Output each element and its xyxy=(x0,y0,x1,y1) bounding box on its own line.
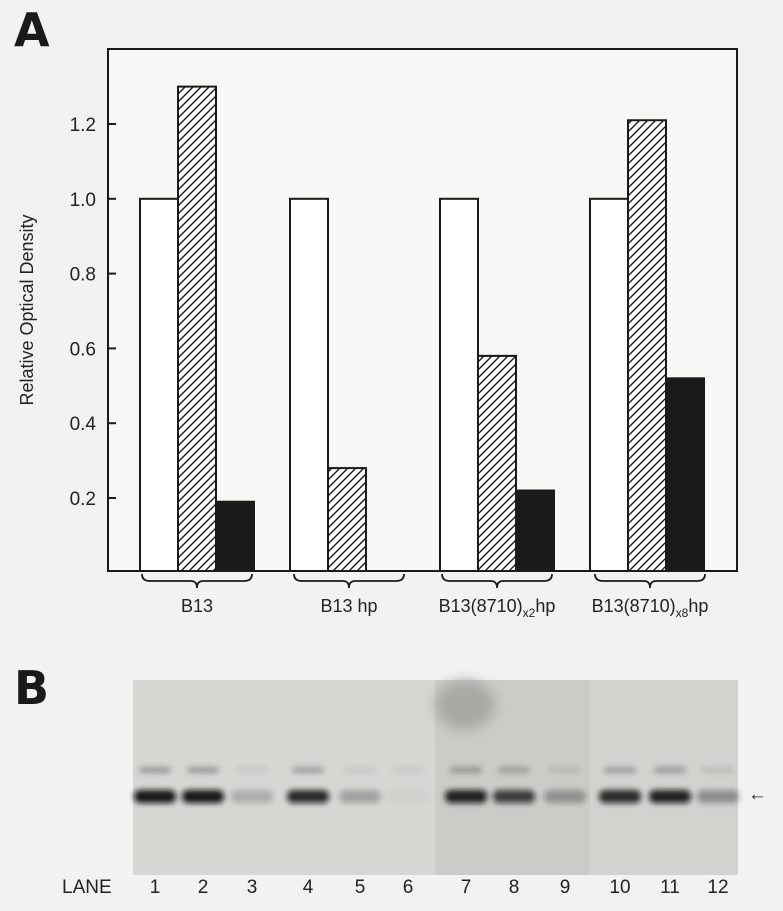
gel-upper-band xyxy=(236,767,268,773)
bar-open xyxy=(289,197,329,573)
category-bracket xyxy=(594,573,706,589)
lane-numbers: 1 2 3 4 5 6 7 8 9 10 11 12 xyxy=(150,877,729,898)
gel-upper-band xyxy=(498,767,530,773)
gel-band xyxy=(287,790,329,803)
gel-band xyxy=(445,790,487,803)
gel-band xyxy=(182,790,224,803)
gel-upper-band xyxy=(450,767,482,773)
lane-number: 7 xyxy=(461,877,472,898)
bar-hatched xyxy=(327,467,367,572)
y-axis: 0.2 0.4 0.6 0.8 1.0 1.2 xyxy=(70,115,116,510)
lane-number: 2 xyxy=(198,877,209,898)
y-tick-label: 1.2 xyxy=(70,115,96,136)
gel-upper-band xyxy=(187,767,219,773)
category-label: B13 xyxy=(181,596,213,616)
lane-number: 5 xyxy=(355,877,366,898)
bar-open xyxy=(589,197,629,573)
gel-band xyxy=(599,790,641,803)
bar-solid xyxy=(515,489,555,572)
category-bracket xyxy=(441,573,553,589)
category-bracket xyxy=(141,573,253,589)
band-arrow-icon: ← xyxy=(748,784,767,805)
lane-number: 9 xyxy=(560,877,571,898)
bar-solid xyxy=(665,377,705,572)
gel-upper-band xyxy=(702,767,734,773)
gel-upper-band xyxy=(549,767,581,773)
category-label: B13 hp xyxy=(320,596,377,616)
lane-number: 4 xyxy=(303,877,314,898)
gel-smear xyxy=(435,680,495,730)
gel-upper-band xyxy=(654,767,686,773)
lane-number: 11 xyxy=(660,877,680,898)
lane-number: 3 xyxy=(247,877,258,898)
gel-band xyxy=(339,790,381,803)
y-tick-label: 0.4 xyxy=(70,414,97,435)
y-axis-title: Relative Optical Density xyxy=(17,214,37,405)
category-label: B13(8710)x8hp xyxy=(592,596,709,620)
gel-upper-band xyxy=(344,767,376,773)
gel-band xyxy=(697,790,739,803)
gel-image xyxy=(133,680,739,875)
gel-band xyxy=(493,790,535,803)
gel-upper-band xyxy=(604,767,636,773)
gel-band xyxy=(649,790,691,803)
bar-solid xyxy=(215,500,255,572)
category-label: B13(8710)x2hp xyxy=(439,596,556,620)
category-bracket xyxy=(293,573,405,589)
bar-open xyxy=(439,197,479,573)
gel-band xyxy=(387,790,429,803)
gel-upper-band xyxy=(392,767,424,773)
bar-open xyxy=(139,197,179,573)
y-tick-label: 1.0 xyxy=(70,190,96,211)
lane-number: 12 xyxy=(707,877,728,898)
gel-upper-band xyxy=(292,767,324,773)
y-tick-label: 0.6 xyxy=(70,339,96,360)
bar-hatched xyxy=(627,119,667,572)
bars xyxy=(139,85,705,573)
lane-number: 8 xyxy=(509,877,520,898)
lane-number: 10 xyxy=(609,877,630,898)
gel-band xyxy=(544,790,586,803)
category-groups: B13 B13 hp B13(8710)x2hp B13(8710)x8hp xyxy=(141,573,709,620)
lane-number: 6 xyxy=(403,877,414,898)
panel-a-label: A xyxy=(14,3,50,57)
bar-hatched xyxy=(177,85,217,572)
lane-prefix: LANE xyxy=(62,877,112,898)
gel-band xyxy=(134,790,176,803)
gel-band xyxy=(231,790,273,803)
panel-b-label: B xyxy=(14,661,49,715)
y-tick-label: 0.2 xyxy=(70,489,96,510)
gel-upper-band xyxy=(139,767,171,773)
y-tick-label: 0.8 xyxy=(70,265,96,286)
lane-number: 1 xyxy=(150,877,161,898)
gel-strip xyxy=(590,680,738,875)
bar-hatched xyxy=(477,354,517,572)
